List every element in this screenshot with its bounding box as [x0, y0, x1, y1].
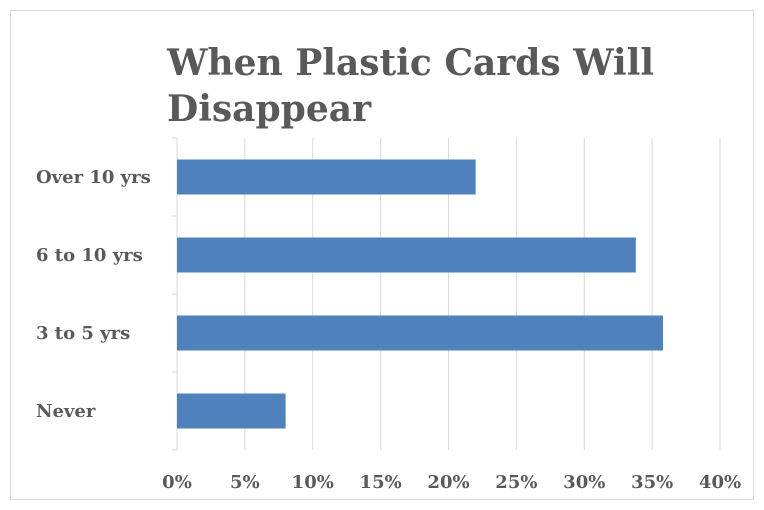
- x-tick-label: 15%: [360, 472, 402, 493]
- x-tick-label: 5%: [230, 472, 260, 493]
- bar: [177, 237, 636, 273]
- category-label: Over 10 yrs: [36, 167, 151, 188]
- chart-title: When Plastic Cards Will Disappear: [167, 42, 655, 130]
- x-tick-label: 35%: [631, 472, 673, 493]
- category-label: 3 to 5 yrs: [36, 323, 130, 344]
- x-axis-tick-labels: 0% 5% 10% 15% 20% 25% 30% 35% 40%: [162, 472, 741, 493]
- x-tick-label: 10%: [292, 472, 334, 493]
- x-tick-label: 30%: [563, 472, 605, 493]
- x-tick-label: 40%: [699, 472, 741, 493]
- category-labels: Over 10 yrs 6 to 10 yrs 3 to 5 yrs Never: [36, 167, 151, 422]
- bar: [177, 315, 663, 351]
- x-tick-label: 20%: [427, 472, 469, 493]
- category-axis: [172, 137, 178, 451]
- category-label: 6 to 10 yrs: [36, 245, 143, 266]
- bar: [177, 393, 286, 429]
- x-tick-label: 0%: [162, 472, 192, 493]
- category-label: Never: [36, 401, 96, 422]
- x-tick-label: 25%: [495, 472, 537, 493]
- bars: [177, 159, 663, 429]
- bar: [177, 159, 476, 195]
